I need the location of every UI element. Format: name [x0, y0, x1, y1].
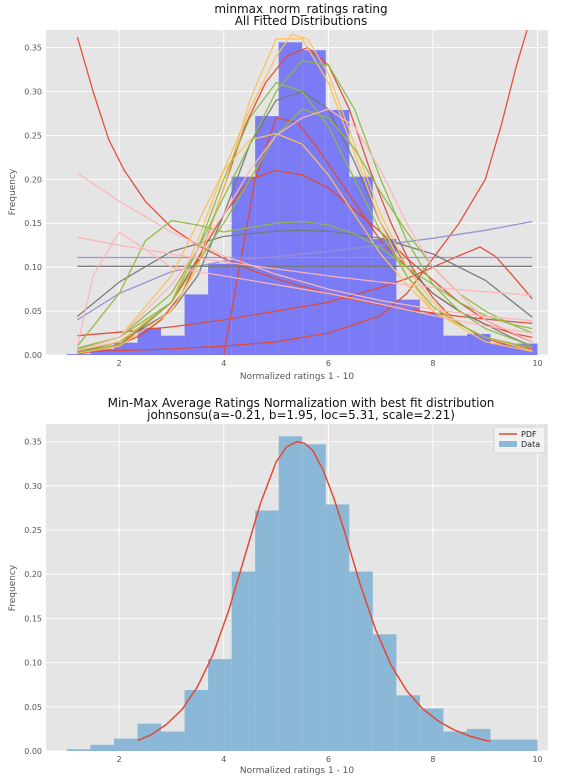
chart-2-xtick-label: 6	[326, 755, 331, 764]
chart-1-ytick-label: 0.00	[24, 351, 42, 360]
chart-2-bar	[279, 436, 303, 751]
chart-1-ytick-label: 0.15	[24, 219, 42, 228]
chart-2-bar	[138, 724, 162, 751]
chart-2-xtick-label: 8	[430, 755, 435, 764]
chart-2-bar	[90, 745, 114, 751]
chart-2-bar	[255, 511, 279, 751]
chart-2-bar	[514, 740, 538, 751]
chart-2-ytick-label: 0.25	[24, 526, 42, 535]
chart-2-bar	[443, 732, 467, 751]
chart-2-legend: PDF Data	[494, 427, 545, 453]
chart-1-xtick-label: 10	[532, 359, 542, 368]
chart-1-ytick-label: 0.05	[24, 307, 42, 316]
chart-2-bar	[232, 572, 256, 751]
chart-2-bar	[326, 504, 350, 751]
chart-2-bar	[161, 732, 185, 751]
chart-1-ytick-label: 0.10	[24, 263, 42, 272]
chart-2-ytick-label: 0.35	[24, 438, 42, 447]
chart-2-ytick-label: 0.05	[24, 703, 42, 712]
chart-1-bar	[443, 336, 467, 355]
chart-1-xlabel: Normalized ratings 1 - 10	[240, 372, 355, 382]
chart-1-ytick-label: 0.25	[24, 131, 42, 140]
chart-2-xtick-label: 10	[532, 755, 542, 764]
chart-2-subtitle: johnsonsu(a=-0.21, b=1.95, loc=5.31, sca…	[146, 408, 455, 422]
chart-1-ytick-label: 0.30	[24, 87, 42, 96]
chart-2-bar	[208, 659, 232, 751]
chart-1-bar	[467, 334, 491, 355]
chart-1-bar	[161, 336, 185, 355]
legend-pdf-label: PDF	[521, 430, 537, 439]
chart-2-bar	[67, 749, 91, 751]
chart-2-xtick-label: 2	[117, 755, 122, 764]
chart-2-ytick-label: 0.20	[24, 570, 42, 579]
chart-2-ytick-label: 0.10	[24, 659, 42, 668]
chart-1-xtick-label: 8	[430, 359, 435, 368]
chart-1-xtick-label: 6	[326, 359, 331, 368]
chart-2-bar	[185, 690, 209, 751]
legend-data-label: Data	[521, 440, 540, 449]
chart-2-bar	[396, 695, 420, 751]
chart-1-subtitle: All Fitted Distributions	[235, 14, 368, 28]
chart-1-ylabel: Frequency	[8, 168, 18, 215]
chart-1-ytick-label: 0.20	[24, 175, 42, 184]
chart-1-xtick-label: 4	[221, 359, 226, 368]
panel-all-fitted: minmax_norm_ratings rating All Fitted Di…	[8, 2, 548, 382]
chart-2-bar	[490, 740, 514, 751]
chart-2-ytick-label: 0.30	[24, 482, 42, 491]
chart-2-bar	[114, 739, 138, 751]
panel-best-fit: Min-Max Average Ratings Normalization wi…	[8, 396, 548, 776]
chart-2-ytick-label: 0.00	[24, 747, 42, 756]
chart-2-bar	[302, 444, 326, 751]
legend-data-swatch	[499, 441, 517, 447]
chart-2-xtick-label: 4	[221, 755, 226, 764]
chart-2-bar	[349, 572, 373, 751]
chart-2-ytick-label: 0.15	[24, 614, 42, 623]
chart-1-bar	[420, 313, 444, 355]
chart-1-bar	[208, 264, 232, 355]
chart-2-ylabel: Frequency	[8, 564, 18, 611]
chart-2-xlabel: Normalized ratings 1 - 10	[240, 766, 355, 776]
chart-1-ytick-label: 0.35	[24, 44, 42, 53]
chart-1-xtick-label: 2	[117, 359, 122, 368]
